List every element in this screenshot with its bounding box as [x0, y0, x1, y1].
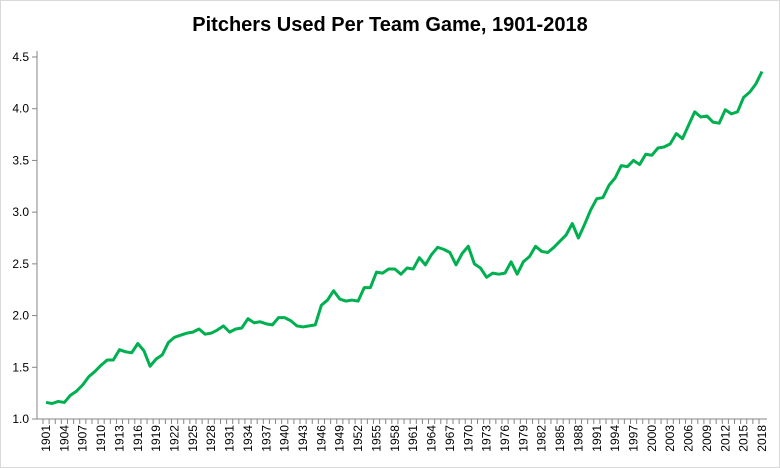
- x-tick-label: 1952: [351, 425, 365, 452]
- x-tick-label: 1967: [443, 425, 457, 452]
- x-tick-label: 1985: [553, 425, 567, 452]
- x-tick-label: 1931: [223, 425, 237, 452]
- x-tick-label: 1982: [535, 425, 549, 452]
- x-tick-label: 1904: [57, 425, 71, 452]
- x-tick-label: 2003: [663, 425, 677, 452]
- y-tick-label: 2.0: [12, 309, 29, 323]
- x-tick-label: 2015: [737, 425, 751, 452]
- x-tick-label: 2012: [718, 425, 732, 452]
- x-tick-label: 1979: [516, 425, 530, 452]
- x-tick-label: 1928: [204, 425, 218, 452]
- x-tick-label: 1946: [314, 425, 328, 452]
- y-tick-label: 3.0: [12, 205, 29, 219]
- x-tick-label: 1937: [259, 425, 273, 452]
- x-tick-label: 1991: [590, 425, 604, 452]
- x-tick-label: 1955: [369, 425, 383, 452]
- x-tick-label: 2000: [645, 425, 659, 452]
- x-tick-label: 1973: [480, 425, 494, 452]
- y-tick-label: 2.5: [12, 257, 29, 271]
- x-tick-label: 1964: [425, 425, 439, 452]
- x-tick-label: 1949: [333, 425, 347, 452]
- x-tick-label: 1913: [112, 425, 126, 452]
- y-tick-label: 4.0: [12, 102, 29, 116]
- x-tick-label: 1988: [571, 425, 585, 452]
- x-tick-label: 1916: [131, 425, 145, 452]
- x-tick-label: 1940: [278, 425, 292, 452]
- y-tick-label: 1.5: [12, 360, 29, 374]
- x-tick-label: 2009: [700, 425, 714, 452]
- x-tick-label: 1958: [388, 425, 402, 452]
- x-tick-label: 1994: [608, 425, 622, 452]
- x-tick-label: 1943: [296, 425, 310, 452]
- y-tick-label: 1.0: [12, 412, 29, 426]
- x-tick-label: 1907: [76, 425, 90, 452]
- series-line: [45, 70, 764, 405]
- x-tick-label: 1934: [241, 425, 255, 452]
- chart-title: Pitchers Used Per Team Game, 1901-2018: [192, 14, 588, 36]
- x-tick-label: 1997: [626, 425, 640, 452]
- x-tick-label: 2018: [755, 425, 769, 452]
- x-tick-label: 1970: [461, 425, 475, 452]
- x-tick-label: 1910: [94, 425, 108, 452]
- x-tick-label: 1922: [168, 425, 182, 452]
- x-tick-label: 1925: [186, 425, 200, 452]
- x-tick-label: 1901: [39, 425, 53, 452]
- x-tick-label: 1961: [406, 425, 420, 452]
- x-tick-label: 1976: [498, 425, 512, 452]
- x-tick-label: 2006: [682, 425, 696, 452]
- y-tick-label: 3.5: [12, 153, 29, 167]
- x-tick-label: 1919: [149, 425, 163, 452]
- y-tick-label: 4.5: [12, 50, 29, 64]
